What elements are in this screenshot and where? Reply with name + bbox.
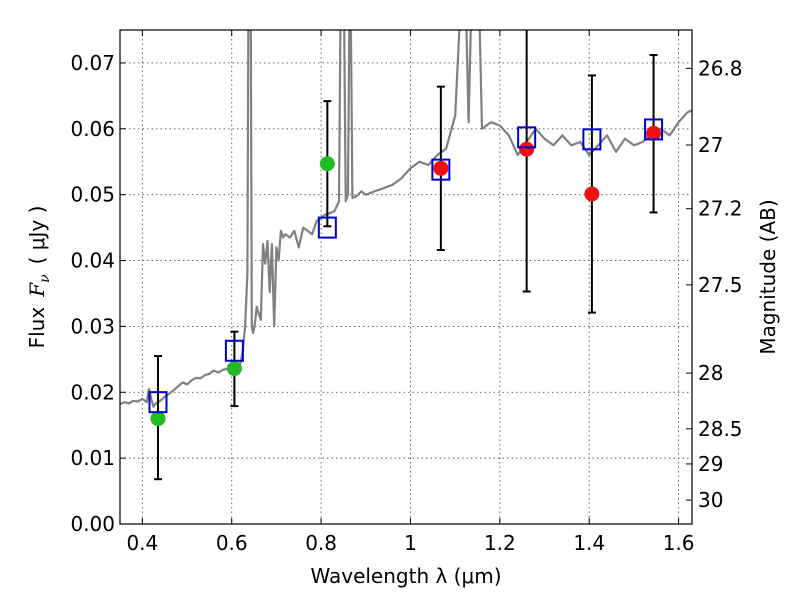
magnitude-tick-label: 30 [698, 488, 723, 512]
plot-frame [119, 29, 693, 525]
y-axis-label: Flux Fν ( μJy ) [25, 206, 53, 349]
model-point [582, 128, 602, 151]
y-tick-label: 0.00 [70, 512, 115, 536]
observed-points [150, 125, 662, 427]
observed-point [150, 411, 166, 427]
x-tick-label: 1.2 [484, 531, 516, 555]
model-point [431, 158, 451, 181]
plot-background [120, 30, 692, 524]
x-tick-label: 1.6 [663, 531, 695, 555]
y-tick-label: 0.06 [70, 117, 115, 141]
observed-point [519, 141, 535, 157]
x-tick-label: 0.4 [126, 531, 158, 555]
grid [120, 30, 692, 524]
observed-point [319, 156, 335, 172]
model-point [317, 216, 337, 239]
observed-point [584, 186, 600, 202]
magnitude-tick-label: 27.5 [698, 273, 743, 297]
y-tick-label: 0.04 [70, 249, 115, 273]
magnitude-axis-label: Magnitude (AB) [756, 199, 780, 354]
y-axis-label-subscript: ν [37, 274, 53, 283]
x-axis-label: Wavelength λ (μm) [310, 564, 501, 588]
x-tick-label: 0.6 [216, 531, 248, 555]
x-tick-label: 1 [404, 531, 417, 555]
observed-point [226, 361, 242, 377]
y-axis-label-unit: ( μJy ) [25, 206, 49, 265]
model-point [644, 118, 664, 141]
y-axis-label-prefix: Flux [25, 307, 49, 349]
y-axis-label-symbol: F [25, 282, 49, 298]
x-axis-ticks: 0.4 0.6 0.8 1 1.2 1.4 1.6 [126, 30, 695, 555]
spectrum-line [120, 30, 692, 408]
magnitude-tick-label: 28.5 [698, 417, 743, 441]
magnitude-tick-label: 28 [698, 361, 723, 385]
magnitude-axis-ticks: 26.8 27 27.2 27.5 28 28.5 29 30 [686, 56, 743, 512]
model-point [148, 391, 168, 414]
magnitude-tick-label: 27.2 [698, 197, 743, 221]
magnitude-tick-label: 26.8 [698, 56, 743, 80]
y-tick-label: 0.05 [70, 183, 115, 207]
y-axis-ticks: 0.00 0.01 0.02 0.03 0.04 0.05 0.06 0.07 [70, 51, 126, 536]
x-tick-label: 1.4 [573, 531, 605, 555]
y-tick-label: 0.03 [70, 314, 115, 338]
y-tick-label: 0.01 [70, 446, 115, 470]
magnitude-tick-label: 29 [698, 452, 723, 476]
magnitude-tick-label: 27 [698, 133, 723, 157]
model-points [148, 118, 664, 414]
y-tick-label: 0.02 [70, 380, 115, 404]
model-point [517, 126, 537, 149]
spectrum-layer [120, 30, 692, 408]
observed-point [646, 125, 662, 141]
x-tick-label: 0.8 [305, 531, 337, 555]
y-tick-label: 0.07 [70, 51, 115, 75]
model-point [224, 339, 244, 362]
observed-point [433, 160, 449, 176]
